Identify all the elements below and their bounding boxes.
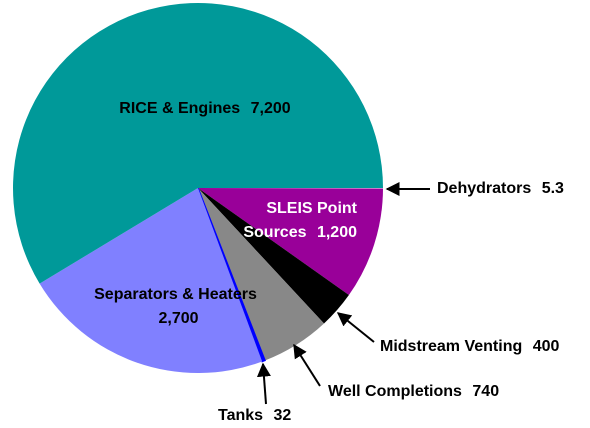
pie-slice bbox=[197, 187, 266, 363]
slices bbox=[12, 2, 384, 374]
pie-slice bbox=[198, 188, 349, 324]
leader-line bbox=[293, 343, 321, 387]
slice-label: Midstream Venting 400 bbox=[380, 335, 585, 359]
category-name: SLEIS Point Sources bbox=[243, 200, 357, 241]
leader-lines bbox=[256, 182, 430, 405]
value-label: 2,700 bbox=[158, 310, 199, 327]
category-name: Midstream Venting bbox=[380, 338, 523, 355]
pie-slice bbox=[39, 188, 263, 374]
category-name: Dehydrators bbox=[437, 180, 532, 197]
slice-label: Dehydrators 5.3 bbox=[437, 177, 587, 201]
slice-label: Tanks 32 bbox=[218, 404, 318, 428]
leader-line bbox=[336, 312, 375, 343]
pie-slice bbox=[198, 188, 383, 189]
pie-slice bbox=[198, 188, 383, 296]
category-name: Well Completions bbox=[328, 383, 462, 400]
category-name: Separators & Heaters bbox=[94, 286, 257, 303]
pie-slice bbox=[198, 188, 325, 361]
slice-label: Well Completions 740 bbox=[328, 380, 528, 404]
category-name: Tanks bbox=[218, 407, 264, 424]
value-label: 740 bbox=[472, 383, 500, 400]
pie-slice bbox=[12, 2, 384, 284]
value-label: 1,200 bbox=[316, 224, 357, 241]
value-label: 5.3 bbox=[541, 180, 564, 197]
slice-label: RICE & Engines 7,200 bbox=[95, 97, 315, 121]
leader-line bbox=[256, 362, 271, 405]
category-name: RICE & Engines bbox=[119, 100, 241, 117]
slice-label: SLEIS Point Sources 1,200 bbox=[225, 197, 357, 245]
value-label: 7,200 bbox=[250, 100, 291, 117]
value-label: 32 bbox=[273, 407, 292, 424]
value-label: 400 bbox=[532, 338, 560, 355]
slice-label: Separators & Heaters 2,700 bbox=[88, 283, 263, 331]
